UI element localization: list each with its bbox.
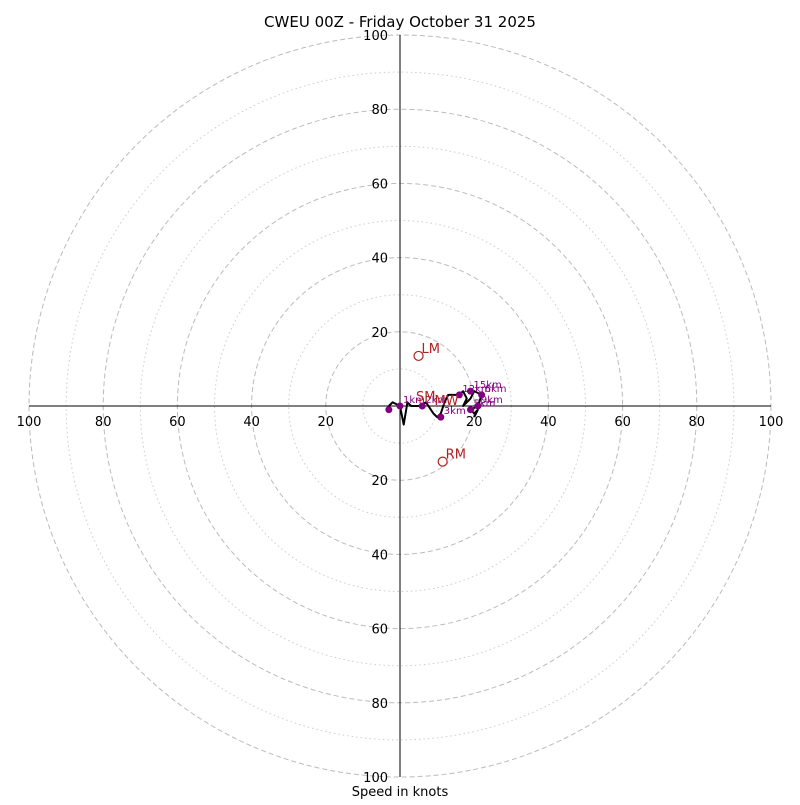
tick-label-left: 80: [95, 415, 112, 430]
height-marker-label: 3km: [444, 406, 466, 417]
height-marker-label: 2km: [425, 395, 447, 406]
height-marker-point: [466, 406, 474, 414]
height-marker-point: [478, 391, 486, 399]
tick-label-right: 80: [689, 415, 706, 430]
height-marker-label: 5km: [473, 399, 495, 410]
height-marker-point: [437, 413, 445, 421]
tick-labels: 100 80 60 40 20 20 40 60 80 100 20 40 60 80 100 20 40 60 8…: [17, 29, 784, 786]
tick-label-down: 80: [371, 697, 388, 712]
tick-label-up: 40: [371, 252, 388, 267]
x-axis-label: Speed in knots: [352, 785, 449, 800]
tick-label-left: 60: [169, 415, 186, 430]
height-marker-point: [474, 402, 482, 410]
tick-label-left: 100: [17, 415, 42, 430]
tick-label-up: 20: [371, 326, 388, 341]
height-marker-label: 1km: [403, 395, 425, 406]
height-marker-point: [466, 387, 474, 395]
height-marker-point: [455, 391, 463, 399]
tick-label-down: 40: [371, 548, 388, 563]
tick-label-right: 100: [759, 415, 784, 430]
tick-label-up: 80: [371, 103, 388, 118]
height-marker-point: [385, 406, 393, 414]
tick-label-up: 60: [371, 177, 388, 192]
height-marker-label: 6km: [485, 384, 507, 395]
storm-motion-label: LM: [422, 342, 440, 357]
storm-motion-point: [437, 456, 448, 467]
tick-label-down: 100: [363, 771, 388, 786]
height-marker-point: [396, 402, 404, 410]
height-marker-label: 9km: [481, 395, 503, 406]
storm-motion-label: RM: [446, 448, 466, 463]
storm-motion-label: SM: [416, 390, 435, 405]
tick-label-left: 40: [243, 415, 260, 430]
height-marker-point: [418, 402, 426, 410]
tick-label-down: 60: [371, 623, 388, 638]
storm-motion-label: MW: [435, 394, 459, 409]
tick-label-up: 100: [363, 29, 388, 44]
tick-label-right: 20: [466, 415, 483, 430]
tick-label-right: 40: [540, 415, 557, 430]
height-marker-label: 15km: [473, 380, 501, 391]
storm-motion-point: [413, 350, 424, 362]
tick-label-right: 60: [614, 415, 631, 430]
tick-label-left: 20: [318, 415, 335, 430]
height-marker-label: 12km: [462, 384, 490, 395]
tick-label-down: 20: [371, 474, 388, 489]
chart-title: CWEU 00Z - Friday October 31 2025: [264, 13, 536, 31]
